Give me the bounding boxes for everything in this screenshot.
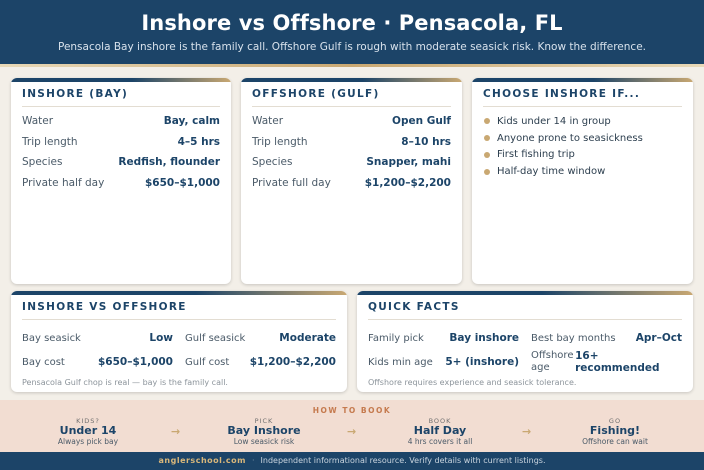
quick-facts-title: QUICK FACTS (368, 301, 682, 320)
row-value: 4–5 hrs (177, 135, 220, 148)
inshore-row-trip-length: Trip length 4–5 hrs (22, 132, 220, 153)
list-item: Anyone prone to seasickness (483, 130, 682, 147)
offshore-card: OFFSHORE (GULF) Water Open Gulf Trip len… (241, 78, 462, 284)
arrow-right-icon: → (347, 425, 357, 438)
inshore-rows: Water Bay, calm Trip length 4–5 hrs Spec… (22, 111, 220, 193)
page-footer: anglerschool.com · Independent information… (0, 452, 704, 470)
row-label: Water (252, 115, 284, 128)
inshore-row-price: Private half day $650–$1,000 (22, 173, 220, 194)
inshore-row-species: Species Redfish, flounder (22, 152, 220, 173)
compare-gulf-seasick: Gulf seasick Moderate (185, 332, 336, 344)
comparison-grid: Bay seasick Low Gulf seasick Moderate Ba… (22, 326, 336, 374)
row-value: 8–10 hrs (401, 135, 451, 148)
row-value: Redfish, flounder (118, 156, 220, 169)
bullet-dot-icon (484, 118, 490, 125)
quick-facts-grid: Family pick Bay inshore Best bay months … (368, 326, 682, 374)
step-book: BOOK Half Day 4 hrs covers it all (407, 417, 473, 446)
bullet-dot-icon (484, 135, 490, 142)
choose-inshore-list: Kids under 14 in group Anyone prone to s… (483, 113, 682, 180)
fact-best-months: Best bay months Apr–Oct (531, 332, 682, 344)
offshore-row-price: Private full day $1,200–$2,200 (252, 173, 451, 194)
how-to-book: HOW TO BOOK KIDS? Under 14 Always pick b… (0, 400, 704, 452)
row-label: Water (22, 115, 54, 128)
inshore-card-title: INSHORE (BAY) (22, 88, 220, 107)
page-header: Inshore vs Offshore · Pensacola, FL Pens… (0, 0, 704, 67)
offshore-rows: Water Open Gulf Trip length 8–10 hrs Spe… (252, 111, 451, 193)
bullet-dot-icon (484, 168, 490, 175)
list-item: First fishing trip (483, 147, 682, 164)
row-value: Open Gulf (392, 115, 451, 128)
fact-kids-min-age: Kids min age 5+ (inshore) (368, 356, 519, 368)
inshore-card: INSHORE (BAY) Water Bay, calm Trip lengt… (11, 78, 231, 284)
row-label: Trip length (22, 135, 78, 148)
row-label: Species (252, 156, 293, 169)
compare-gulf-cost: Gulf cost $1,200–$2,200 (185, 356, 336, 368)
choose-inshore-card: CHOOSE INSHORE IF... Kids under 14 in gr… (472, 78, 693, 284)
page-title: Inshore vs Offshore · Pensacola, FL (141, 11, 563, 35)
step-go: GO Fishing! Offshore can wait (582, 417, 648, 446)
step-pick: PICK Bay Inshore Low seasick risk (227, 417, 301, 446)
footer-separator: · (251, 456, 255, 465)
offshore-row-species: Species Snapper, mahi (252, 152, 451, 173)
compare-bay-seasick: Bay seasick Low (22, 332, 173, 344)
list-item: Half-day time window (483, 163, 682, 180)
row-value: Snapper, mahi (366, 156, 451, 169)
bullet-dot-icon (484, 151, 490, 158)
fact-family-pick: Family pick Bay inshore (368, 332, 519, 344)
fact-offshore-age: Offshore age 16+ recommended (531, 350, 660, 374)
row-value: $1,200–$2,200 (364, 176, 451, 189)
page-subtitle: Pensacola Bay inshore is the family call… (57, 41, 646, 53)
arrow-right-icon: → (522, 425, 532, 438)
row-label: Private full day (252, 176, 331, 189)
quick-facts-card: QUICK FACTS Family pick Bay inshore Best… (357, 291, 693, 392)
arrow-right-icon: → (171, 425, 181, 438)
inshore-row-water: Water Bay, calm (22, 111, 220, 132)
step-kids: KIDS? Under 14 Always pick bay (57, 417, 119, 446)
row-label: Species (22, 156, 63, 169)
site-link[interactable]: anglerschool.com (158, 456, 246, 465)
comparison-card: INSHORE VS OFFSHORE Bay seasick Low Gulf… (11, 291, 347, 392)
offshore-row-trip-length: Trip length 8–10 hrs (252, 132, 451, 153)
offshore-row-water: Water Open Gulf (252, 111, 451, 132)
how-to-book-title: HOW TO BOOK (312, 406, 392, 415)
row-label: Private half day (22, 176, 105, 189)
comparison-title: INSHORE VS OFFSHORE (22, 301, 336, 320)
row-label: Trip length (252, 135, 308, 148)
row-value: $650–$1,000 (145, 176, 220, 189)
footer-disclaimer: Independent informational resource. Veri… (260, 456, 546, 465)
offshore-card-title: OFFSHORE (GULF) (252, 88, 451, 107)
choose-inshore-title: CHOOSE INSHORE IF... (483, 88, 682, 107)
quick-facts-note: Offshore requires experience and seasick… (368, 378, 577, 387)
compare-bay-cost: Bay cost $650–$1,000 (22, 356, 173, 368)
row-value: Bay, calm (163, 115, 220, 128)
list-item: Kids under 14 in group (483, 113, 682, 130)
comparison-note: Pensacola Gulf chop is real — bay is the… (22, 378, 228, 387)
